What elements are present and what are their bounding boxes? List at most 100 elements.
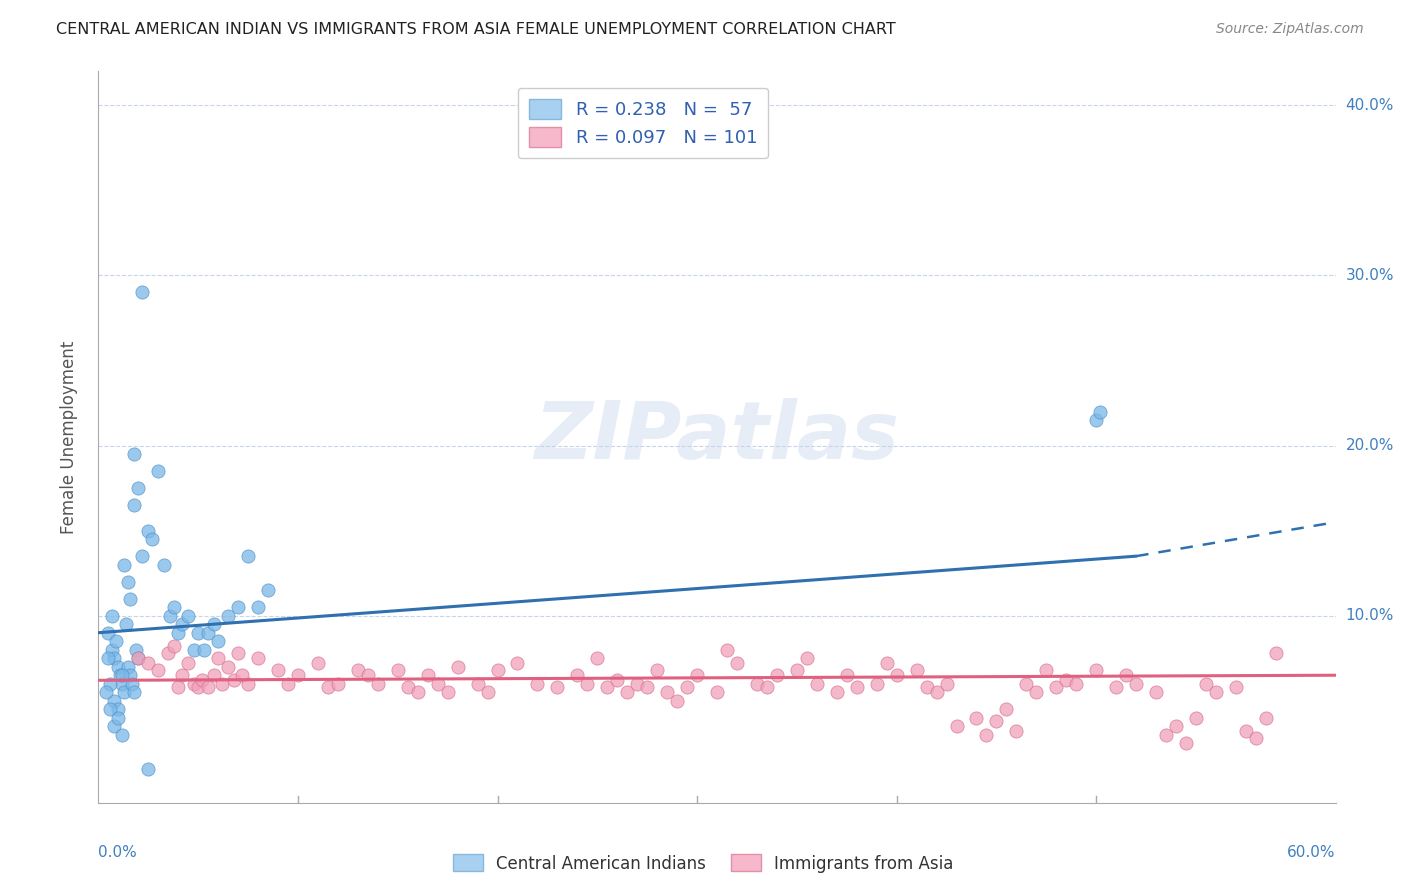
Point [326, 677, 349, 691]
Point [316, 680, 339, 694]
Point [367, 677, 389, 691]
Point [187, 625, 209, 640]
Point [117, 659, 139, 673]
Point [426, 677, 449, 691]
Point [131, 285, 153, 300]
Point [202, 617, 225, 632]
Point [231, 668, 253, 682]
Point [167, 625, 190, 640]
Point [1234, 724, 1257, 739]
Point [806, 677, 828, 691]
Point [191, 673, 214, 688]
Point [876, 657, 898, 671]
Point [107, 659, 129, 673]
Point [1185, 711, 1208, 725]
Point [347, 663, 370, 677]
Point [121, 677, 143, 691]
Point [686, 668, 709, 682]
Text: 30.0%: 30.0% [1346, 268, 1395, 283]
Point [127, 651, 149, 665]
Point [786, 663, 808, 677]
Point [866, 677, 889, 691]
Point [247, 651, 270, 665]
Point [97, 625, 120, 640]
Point [148, 464, 170, 478]
Point [211, 677, 233, 691]
Point [1175, 736, 1198, 750]
Text: 10.0%: 10.0% [1346, 608, 1395, 624]
Point [257, 583, 280, 598]
Point [586, 651, 609, 665]
Point [446, 659, 468, 673]
Y-axis label: Female Unemployment: Female Unemployment [59, 341, 77, 533]
Point [396, 680, 419, 694]
Point [986, 714, 1008, 728]
Point [406, 685, 429, 699]
Point [1115, 668, 1137, 682]
Point [100, 702, 122, 716]
Point [886, 668, 908, 682]
Text: 0.0%: 0.0% [98, 846, 138, 860]
Point [1144, 685, 1167, 699]
Point [845, 680, 868, 694]
Point [172, 668, 194, 682]
Point [666, 694, 689, 708]
Point [107, 702, 129, 716]
Point [995, 702, 1018, 716]
Point [416, 668, 439, 682]
Point [277, 677, 299, 691]
Point [1090, 404, 1112, 418]
Point [120, 591, 142, 606]
Point [436, 685, 458, 699]
Point [1244, 731, 1267, 746]
Point [506, 657, 529, 671]
Point [676, 680, 699, 694]
Point [526, 677, 548, 691]
Point [755, 680, 778, 694]
Point [177, 657, 200, 671]
Point [224, 673, 246, 688]
Point [1085, 413, 1108, 427]
Point [716, 642, 738, 657]
Point [267, 663, 290, 677]
Point [103, 651, 125, 665]
Point [187, 680, 209, 694]
Point [247, 600, 270, 615]
Point [236, 677, 259, 691]
Point [97, 651, 120, 665]
Point [546, 680, 568, 694]
Point [287, 668, 309, 682]
Point [96, 685, 118, 699]
Text: ZIPatlas: ZIPatlas [534, 398, 900, 476]
Legend: Central American Indians, Immigrants from Asia: Central American Indians, Immigrants fro… [446, 847, 960, 880]
Point [976, 728, 998, 742]
Point [467, 677, 489, 691]
Point [1264, 646, 1286, 660]
Point [1154, 728, 1177, 742]
Point [101, 608, 124, 623]
Point [103, 719, 125, 733]
Point [636, 680, 658, 694]
Point [1025, 685, 1047, 699]
Point [706, 685, 728, 699]
Point [217, 608, 239, 623]
Point [1085, 663, 1108, 677]
Point [197, 680, 219, 694]
Point [226, 646, 249, 660]
Point [357, 668, 380, 682]
Point [159, 608, 181, 623]
Point [115, 617, 138, 632]
Point [1105, 680, 1128, 694]
Point [596, 680, 619, 694]
Point [935, 677, 957, 691]
Point [101, 642, 124, 657]
Point [1205, 685, 1227, 699]
Point [835, 668, 858, 682]
Point [1005, 724, 1028, 739]
Text: CENTRAL AMERICAN INDIAN VS IMMIGRANTS FROM ASIA FEMALE UNEMPLOYMENT CORRELATION : CENTRAL AMERICAN INDIAN VS IMMIGRANTS FR… [56, 22, 896, 37]
Point [307, 657, 329, 671]
Point [207, 651, 229, 665]
Point [100, 677, 122, 691]
Point [112, 558, 135, 572]
Point [153, 558, 176, 572]
